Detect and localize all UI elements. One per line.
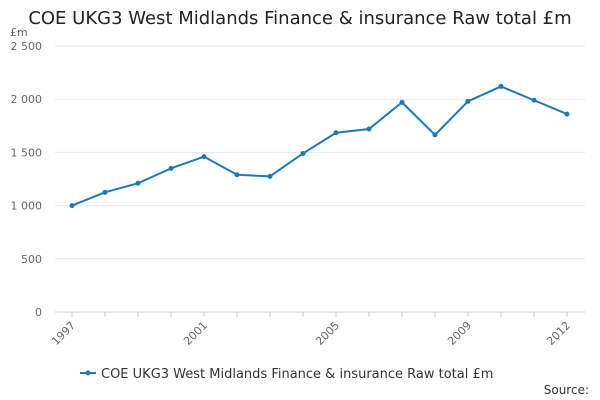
data-point[interactable] <box>564 111 570 117</box>
y-tick-label: 2 000 <box>11 93 43 106</box>
data-point[interactable] <box>333 130 339 136</box>
y-tick-label: 500 <box>21 253 42 266</box>
data-point[interactable] <box>267 173 273 179</box>
data-point[interactable] <box>531 97 537 103</box>
data-point[interactable] <box>102 189 108 195</box>
legend-swatch-dot <box>85 370 91 376</box>
data-point[interactable] <box>399 99 405 105</box>
x-tick-label: 2012 <box>544 319 573 348</box>
legend-label: COE UKG3 West Midlands Finance & insuran… <box>101 367 493 382</box>
data-point[interactable] <box>201 154 207 160</box>
y-tick-label: 1 500 <box>11 146 43 159</box>
data-point[interactable] <box>168 165 174 171</box>
x-tick-label: 2001 <box>181 319 210 348</box>
grid-layer <box>55 45 585 313</box>
series-layer <box>69 83 570 209</box>
x-tick-label: 1997 <box>49 319 78 348</box>
data-point[interactable] <box>465 98 471 104</box>
data-point[interactable] <box>300 150 306 156</box>
y-tick-label: 2 500 <box>11 40 43 53</box>
x-tick-label: 2005 <box>313 319 342 348</box>
x-tick-label: 2009 <box>445 319 474 348</box>
series-line <box>71 85 568 207</box>
y-axis-unit-label: £m <box>10 26 28 39</box>
data-point[interactable] <box>135 180 141 186</box>
axis-layer: 0 500 1 000 1 500 2 000 2 500 1997 2001 2005 2009… <box>11 40 574 348</box>
data-point[interactable] <box>234 172 240 178</box>
data-point[interactable] <box>432 132 438 138</box>
data-point[interactable] <box>69 203 75 209</box>
y-tick-label: 1 000 <box>11 200 43 213</box>
data-point[interactable] <box>366 126 372 132</box>
source-label: Source: <box>544 383 589 397</box>
y-tick-label: 0 <box>35 306 42 319</box>
chart-title: COE UKG3 West Midlands Finance & insuran… <box>28 8 572 29</box>
data-point[interactable] <box>498 83 504 89</box>
legend[interactable]: COE UKG3 West Midlands Finance & insuran… <box>80 367 493 382</box>
